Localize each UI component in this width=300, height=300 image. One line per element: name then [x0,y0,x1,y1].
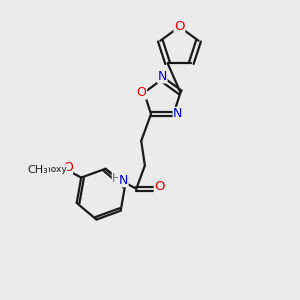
Text: CH₃: CH₃ [27,165,48,175]
Text: O: O [137,86,147,99]
Text: H: H [112,172,121,185]
Text: O: O [174,20,185,33]
Text: N: N [173,107,183,121]
Text: N: N [158,70,167,83]
Text: O: O [63,161,73,174]
Text: O: O [154,180,165,193]
Text: methoxy: methoxy [27,164,67,173]
Text: N: N [118,174,128,187]
